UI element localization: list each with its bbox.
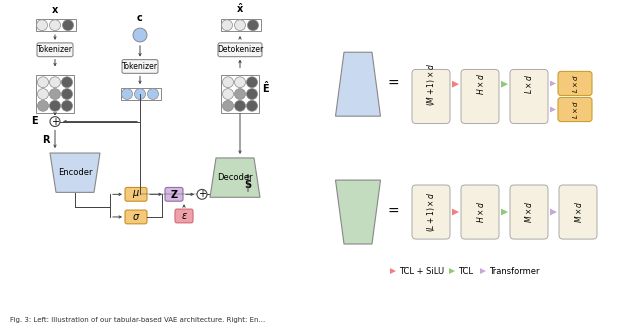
Text: $H\times d$: $H\times d$ — [474, 201, 486, 223]
Circle shape — [234, 89, 246, 100]
Circle shape — [63, 20, 74, 31]
Text: TCL + SiLU: TCL + SiLU — [399, 266, 444, 275]
Polygon shape — [50, 153, 100, 192]
Polygon shape — [550, 81, 556, 86]
Circle shape — [38, 101, 49, 111]
Polygon shape — [335, 52, 381, 116]
Text: $M\times d$: $M\times d$ — [573, 200, 584, 223]
Text: $L\times d$: $L\times d$ — [524, 74, 534, 95]
Circle shape — [246, 89, 257, 100]
Circle shape — [61, 89, 72, 100]
Polygon shape — [550, 208, 557, 215]
FancyBboxPatch shape — [510, 70, 548, 124]
Text: Transformer: Transformer — [489, 266, 540, 275]
Bar — [221, 19, 261, 31]
FancyBboxPatch shape — [175, 209, 193, 223]
FancyBboxPatch shape — [461, 70, 499, 124]
Text: $\sigma$: $\sigma$ — [132, 212, 140, 222]
Circle shape — [234, 77, 246, 88]
Text: $H\times d$: $H\times d$ — [474, 73, 486, 95]
Text: Encoder: Encoder — [58, 168, 92, 177]
Circle shape — [49, 20, 61, 31]
Text: $\mu$: $\mu$ — [132, 188, 140, 200]
Polygon shape — [452, 208, 459, 215]
Text: $M\times d$: $M\times d$ — [524, 200, 534, 223]
Circle shape — [49, 89, 61, 100]
Text: =: = — [387, 77, 399, 91]
FancyBboxPatch shape — [412, 70, 450, 124]
Text: $\epsilon$: $\epsilon$ — [180, 211, 188, 221]
Text: Tokenizer: Tokenizer — [37, 45, 73, 54]
Circle shape — [61, 101, 72, 111]
Circle shape — [223, 77, 234, 88]
Text: +: + — [198, 189, 206, 199]
Polygon shape — [390, 268, 396, 274]
Polygon shape — [480, 268, 486, 274]
FancyBboxPatch shape — [122, 60, 158, 73]
Polygon shape — [449, 268, 455, 274]
Polygon shape — [501, 81, 508, 88]
Circle shape — [234, 20, 246, 31]
Circle shape — [234, 101, 246, 111]
Bar — [36, 19, 76, 31]
Circle shape — [147, 89, 159, 100]
Text: $\mathbf{Z}$: $\mathbf{Z}$ — [170, 188, 179, 200]
Circle shape — [248, 20, 259, 31]
Circle shape — [246, 77, 257, 88]
Text: $(L+1)\times d$: $(L+1)\times d$ — [425, 192, 437, 232]
Polygon shape — [210, 158, 260, 197]
Text: Detokenizer: Detokenizer — [217, 45, 263, 54]
Text: $\mathbf{R}$: $\mathbf{R}$ — [42, 133, 52, 146]
FancyBboxPatch shape — [558, 71, 592, 96]
Circle shape — [61, 77, 72, 88]
Circle shape — [38, 89, 49, 100]
Circle shape — [36, 20, 47, 31]
Polygon shape — [501, 208, 508, 215]
Text: $\mathbf{S}$: $\mathbf{S}$ — [244, 178, 252, 190]
FancyBboxPatch shape — [218, 43, 262, 57]
Circle shape — [197, 189, 207, 199]
Text: Tokenizer: Tokenizer — [122, 62, 158, 71]
Text: $\mathbf{E}$: $\mathbf{E}$ — [31, 114, 39, 126]
Text: $L\times d$: $L\times d$ — [570, 74, 579, 93]
FancyBboxPatch shape — [558, 98, 592, 122]
Text: +: + — [51, 117, 59, 127]
Text: $\mathbf{x}$: $\mathbf{x}$ — [51, 5, 59, 15]
Circle shape — [246, 101, 257, 111]
Text: Fig. 3: Left: Illustration of our tabular-based VAE architecture. Right: En...: Fig. 3: Left: Illustration of our tabula… — [10, 317, 265, 323]
Text: $\mathbf{\hat{E}}$: $\mathbf{\hat{E}}$ — [262, 80, 270, 96]
FancyBboxPatch shape — [510, 185, 548, 239]
Circle shape — [133, 28, 147, 42]
Circle shape — [49, 101, 61, 111]
Text: $L\times d$: $L\times d$ — [570, 100, 579, 119]
Circle shape — [223, 89, 234, 100]
Text: $\mathbf{c}$: $\mathbf{c}$ — [136, 13, 143, 23]
FancyBboxPatch shape — [125, 187, 147, 201]
Text: Decoder: Decoder — [217, 173, 253, 182]
Bar — [221, 75, 259, 113]
Polygon shape — [335, 180, 381, 244]
FancyBboxPatch shape — [461, 185, 499, 239]
Circle shape — [223, 101, 234, 111]
Circle shape — [49, 77, 61, 88]
FancyBboxPatch shape — [125, 210, 147, 224]
Text: TCL: TCL — [458, 266, 473, 275]
Circle shape — [134, 89, 145, 100]
FancyBboxPatch shape — [37, 43, 73, 57]
Text: $(M+1)\times d$: $(M+1)\times d$ — [425, 63, 437, 106]
Circle shape — [38, 77, 49, 88]
Circle shape — [221, 20, 232, 31]
FancyBboxPatch shape — [165, 187, 183, 201]
FancyBboxPatch shape — [559, 185, 597, 239]
Polygon shape — [550, 107, 556, 113]
Bar — [121, 88, 161, 100]
Circle shape — [122, 89, 132, 100]
Circle shape — [50, 117, 60, 127]
Polygon shape — [452, 81, 459, 88]
Bar — [36, 75, 74, 113]
Text: $\mathbf{\hat{x}}$: $\mathbf{\hat{x}}$ — [236, 2, 244, 15]
Text: =: = — [387, 205, 399, 219]
FancyBboxPatch shape — [412, 185, 450, 239]
